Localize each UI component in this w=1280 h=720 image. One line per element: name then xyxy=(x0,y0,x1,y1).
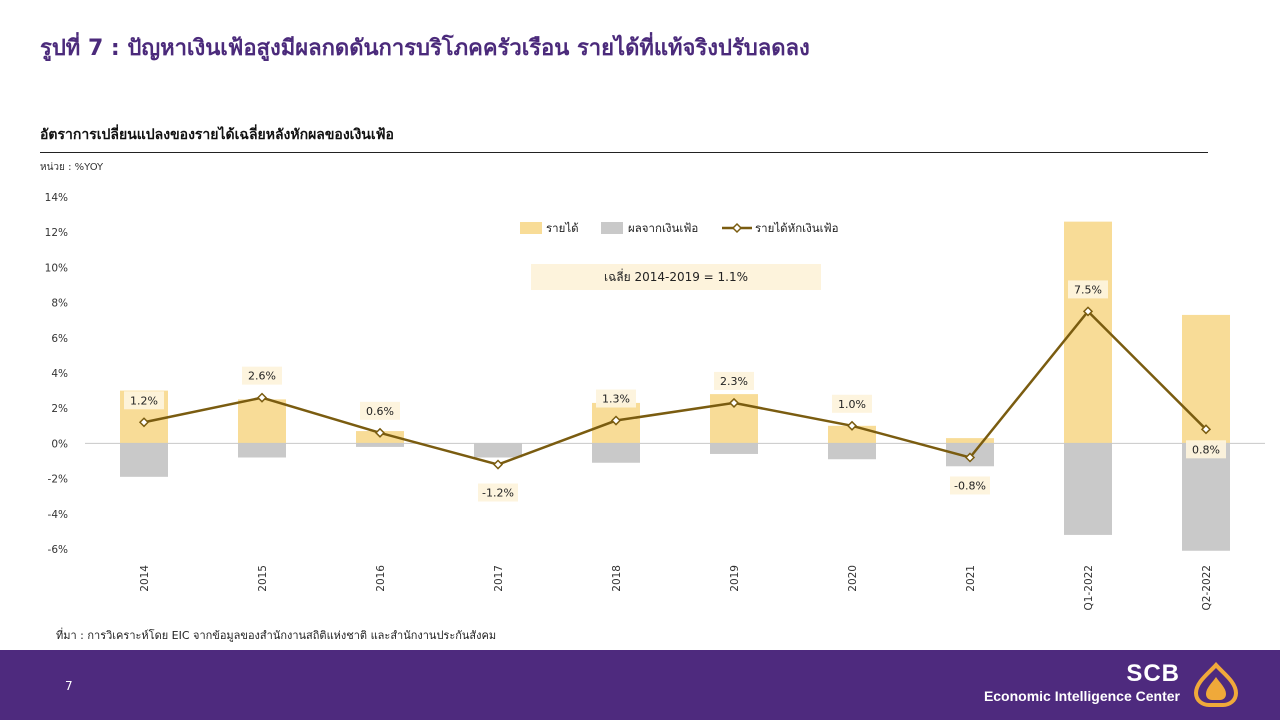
data-label: 1.2% xyxy=(130,394,158,407)
real-income-marker xyxy=(964,452,976,463)
x-tick-label: 2016 xyxy=(375,565,387,592)
y-tick-label: 2% xyxy=(51,403,68,415)
income-bar xyxy=(1182,314,1230,444)
x-tick-label: 2020 xyxy=(847,565,859,592)
data-label: 0.8% xyxy=(1192,443,1220,456)
data-label: 2.3% xyxy=(720,375,748,388)
real-income-marker xyxy=(256,392,268,403)
inflation-bar xyxy=(356,443,404,447)
inflation-bar xyxy=(710,443,758,454)
y-tick-label: -4% xyxy=(48,509,68,521)
x-tick-label: Q2-2022 xyxy=(1201,565,1213,610)
y-tick-label: 14% xyxy=(45,192,68,204)
data-label-bg xyxy=(360,401,400,420)
legend-swatch-income xyxy=(520,222,542,234)
inflation-bar xyxy=(1064,443,1112,535)
source-note: ที่มา : การวิเคราะห์โดย EIC จากข้อมูลของ… xyxy=(56,629,497,642)
income-bar xyxy=(946,438,994,444)
real-income-line xyxy=(143,309,1207,466)
data-label-bg xyxy=(714,371,754,390)
y-tick-label: 6% xyxy=(51,333,68,345)
average-annotation-text: เฉลี่ย 2014-2019 = 1.1% xyxy=(604,268,748,284)
real-income-marker xyxy=(1200,424,1212,435)
x-tick-label: 2018 xyxy=(611,565,623,592)
legend-label-income: รายได้ xyxy=(546,221,579,235)
legend-swatch-inflation xyxy=(601,222,623,234)
page-number: 7 xyxy=(65,679,73,693)
income-chart: 14% 12% 10% 8% 6% 4% 2% 0% -2% -4% -6% เฉลี่ย 2014-… xyxy=(45,192,1265,610)
unit-label: หน่วย : %YOY xyxy=(40,162,104,173)
inflation-bar xyxy=(120,443,168,477)
data-label-bg xyxy=(242,366,282,385)
y-tick-label: 4% xyxy=(51,368,68,380)
data-label-bg xyxy=(832,394,872,413)
inflation-bar xyxy=(828,443,876,460)
x-tick-label: Q1-2022 xyxy=(1083,565,1095,610)
page-title: รูปที่ 7 : ปัญหาเงินเฟ้อสูงมีผลกดดันการบ… xyxy=(40,36,810,61)
data-label-bg xyxy=(1068,280,1108,299)
real-income-marker xyxy=(492,459,504,470)
data-label-bg xyxy=(478,483,518,502)
x-tick-label: 2021 xyxy=(965,565,977,592)
real-income-marker xyxy=(610,415,622,426)
data-label-bg xyxy=(124,391,164,410)
data-label: 1.0% xyxy=(838,398,866,411)
y-tick-label: 0% xyxy=(51,438,68,450)
y-tick-label: 12% xyxy=(45,227,68,239)
real-income-marker xyxy=(728,397,740,408)
legend-label-inflation: ผลจากเงินเฟ้อ xyxy=(628,221,698,235)
data-label-bg xyxy=(596,389,636,408)
brand-name: SCB xyxy=(1126,660,1180,687)
brand-tagline: Economic Intelligence Center xyxy=(983,688,1180,704)
legend-label-real-income: รายได้หักเงินเฟ้อ xyxy=(755,221,839,235)
data-label: 2.6% xyxy=(248,370,276,383)
chart-title: อัตราการเปลี่ยนแปลงของรายได้เฉลี่ยหลังหั… xyxy=(40,127,394,143)
footer-band xyxy=(0,650,1280,720)
inflation-bar xyxy=(474,443,522,458)
data-label: 1.3% xyxy=(602,393,630,406)
title-divider xyxy=(40,152,1208,153)
y-tick-label: 10% xyxy=(45,262,68,274)
income-bar xyxy=(238,399,286,444)
real-income-marker xyxy=(138,417,150,428)
data-label: 0.6% xyxy=(366,405,394,418)
scb-logo-icon xyxy=(1193,662,1239,707)
data-label-bg xyxy=(950,476,990,495)
y-tick-label: -6% xyxy=(48,544,68,556)
x-tick-label: 2014 xyxy=(139,565,151,592)
real-income-marker xyxy=(1082,306,1094,317)
average-annotation-box xyxy=(531,264,821,290)
inflation-bar xyxy=(1182,443,1230,551)
brand-block: SCB Economic Intelligence Center xyxy=(984,661,1180,705)
data-label: -0.8% xyxy=(954,479,986,492)
real-income-marker xyxy=(846,420,858,431)
x-tick-label: 2015 xyxy=(257,565,269,592)
inflation-bar xyxy=(238,443,286,458)
y-tick-label: -2% xyxy=(48,474,68,486)
inflation-bar xyxy=(592,443,640,463)
data-label: 7.5% xyxy=(1074,283,1102,296)
data-label: -1.2% xyxy=(482,487,514,500)
data-label-bg xyxy=(1186,440,1226,459)
legend-marker-real-income xyxy=(731,222,743,234)
y-tick-label: 8% xyxy=(51,298,68,310)
x-tick-label: 2019 xyxy=(729,565,741,592)
x-tick-label: 2017 xyxy=(493,565,505,592)
real-income-marker xyxy=(374,427,386,438)
